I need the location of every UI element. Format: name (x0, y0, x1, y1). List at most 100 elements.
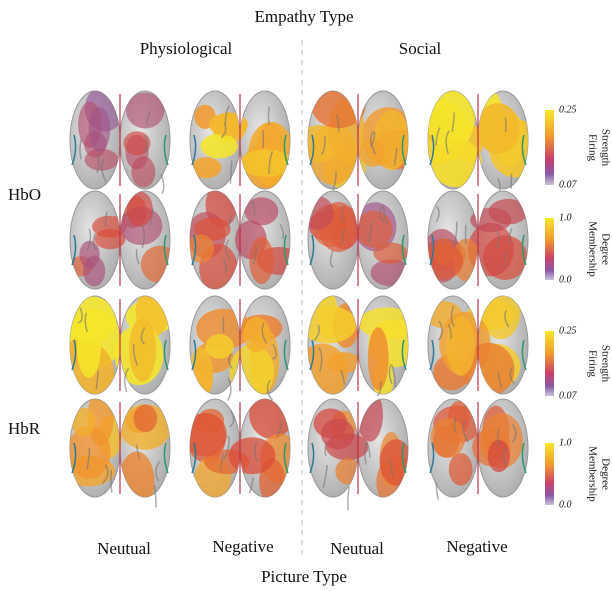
activation-blob (76, 317, 101, 378)
column-label: Neutual (330, 539, 384, 558)
sulcus (223, 257, 228, 273)
colorbar-min: 0.07 (559, 390, 578, 401)
sulcus (388, 458, 394, 477)
sulcus (251, 200, 256, 216)
vessel (401, 234, 407, 266)
colorbar-min: 0.07 (559, 179, 578, 190)
sulcus (462, 420, 470, 443)
colorbar-label: Firing (586, 350, 598, 377)
brain (427, 190, 529, 290)
brain (189, 295, 291, 401)
sulcus (95, 154, 100, 174)
activation-blob (131, 156, 156, 188)
activation (430, 400, 523, 486)
sulcus (504, 310, 510, 328)
vessel (429, 339, 435, 371)
vessel (401, 442, 407, 474)
sulcus (95, 370, 100, 390)
activation-blob (83, 255, 106, 287)
sulcus (229, 160, 233, 184)
sulcus (367, 222, 373, 244)
sulcus (313, 324, 321, 341)
sulcus (445, 130, 450, 155)
sulcus (101, 464, 109, 485)
activation-blob (228, 437, 276, 475)
sulcus (77, 307, 83, 324)
sulcus (253, 245, 257, 265)
sulcus (160, 173, 165, 195)
sulcus (450, 305, 456, 328)
colorbar-max: 0.25 (559, 104, 577, 115)
activation-blob (200, 133, 238, 159)
vessel (283, 234, 289, 266)
activation-blob (140, 245, 170, 284)
sulcus (376, 381, 382, 397)
sulcus (495, 232, 500, 249)
vessel (283, 134, 289, 166)
brain (307, 295, 409, 397)
sulcus (504, 117, 507, 133)
vessel (191, 442, 197, 474)
column-label: Neutual (97, 539, 151, 558)
sulcus (388, 364, 393, 385)
sulcus (279, 223, 285, 240)
sulcus (155, 460, 161, 482)
activation-blob (359, 137, 386, 167)
activation-blob (308, 196, 334, 230)
brain (69, 190, 171, 290)
sulcus (123, 367, 130, 393)
vessel (191, 339, 197, 371)
sulcus (272, 344, 277, 360)
sulcus (336, 114, 340, 132)
activation (70, 191, 170, 287)
colorbar-label: Degree (599, 458, 611, 490)
activation (190, 399, 290, 497)
vessel (71, 339, 77, 371)
sulcus (502, 251, 507, 268)
sulcus (135, 249, 141, 265)
colorbar (545, 218, 554, 280)
brain (189, 398, 291, 498)
vessel (309, 134, 315, 166)
sulcus (223, 435, 230, 459)
brain (307, 398, 409, 511)
sulcus (340, 369, 346, 385)
sulcus (435, 482, 440, 501)
sulcus (226, 214, 233, 230)
sulcus (225, 239, 232, 261)
sulcus (266, 379, 274, 401)
brain (189, 190, 291, 290)
colorbar-label: Degree (599, 233, 611, 265)
colorbar-label: Firing (586, 134, 598, 161)
colorbar (545, 331, 554, 396)
brain (189, 90, 291, 190)
sulcus (332, 171, 337, 191)
vessel (429, 134, 435, 166)
sulcus (370, 130, 377, 155)
vessel (283, 442, 289, 474)
group-label: Social (399, 39, 442, 58)
sulcus (267, 106, 270, 126)
activation-blob (355, 210, 393, 248)
colorbar-label: Strength (599, 345, 611, 383)
sulcus (379, 204, 385, 222)
sulcus (511, 423, 517, 443)
activation-blob (488, 198, 528, 225)
sulcus (148, 208, 154, 227)
colorbar-label: Membership (586, 221, 598, 277)
activation-blob (128, 317, 157, 382)
vessel (521, 442, 527, 474)
activation-blob (244, 197, 279, 226)
sulcus (341, 205, 346, 224)
sulcus (453, 221, 458, 246)
sulcus (153, 485, 157, 508)
vessel (163, 442, 169, 474)
activation (308, 296, 408, 394)
sulcus (228, 353, 234, 370)
activation-blob (123, 131, 151, 156)
sulcus (219, 453, 224, 471)
sulcus (86, 447, 91, 471)
activation-blob (88, 106, 111, 153)
vessel (429, 442, 435, 474)
axis-label: Picture Type (261, 567, 347, 586)
